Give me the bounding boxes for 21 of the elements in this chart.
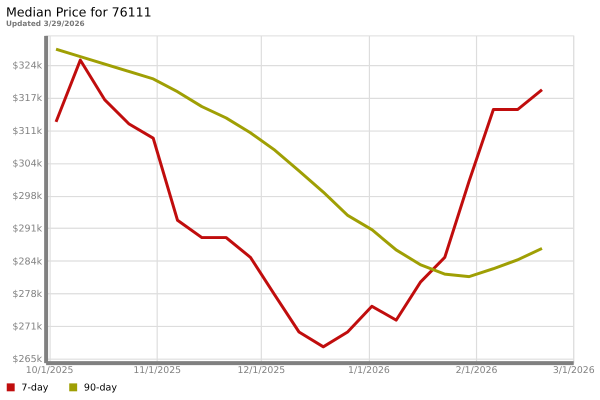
x-tick-label: 12/1/2025	[237, 365, 286, 376]
x-tick-label: 2/1/2026	[456, 365, 498, 376]
x-tick-label: 10/1/2025	[26, 365, 74, 376]
y-tick-label: $265k	[12, 354, 43, 366]
x-tick-label: 11/1/2025	[133, 365, 182, 376]
y-tick-label: $298k	[12, 191, 43, 202]
y-tick-label: $278k	[12, 288, 43, 300]
line-series	[54, 58, 544, 348]
y-tick-label: $271k	[12, 322, 43, 333]
y-tick-label: $324k	[12, 60, 43, 72]
x-tick-label: 1/1/2026	[348, 365, 390, 376]
y-tick-label: $317k	[12, 93, 43, 104]
y-tick-label: $304k	[12, 158, 43, 170]
y-tick-label: $291k	[12, 224, 43, 235]
y-tick-label: $284k	[12, 256, 43, 268]
legend-label: 90-day	[84, 382, 118, 394]
legend-label: 7-day	[21, 382, 49, 394]
line-series	[54, 48, 544, 278]
chart-title: Median Price for 76111	[6, 4, 152, 20]
y-tick-label: $311k	[12, 126, 43, 137]
x-tick-label: 3/1/2026	[552, 365, 595, 376]
